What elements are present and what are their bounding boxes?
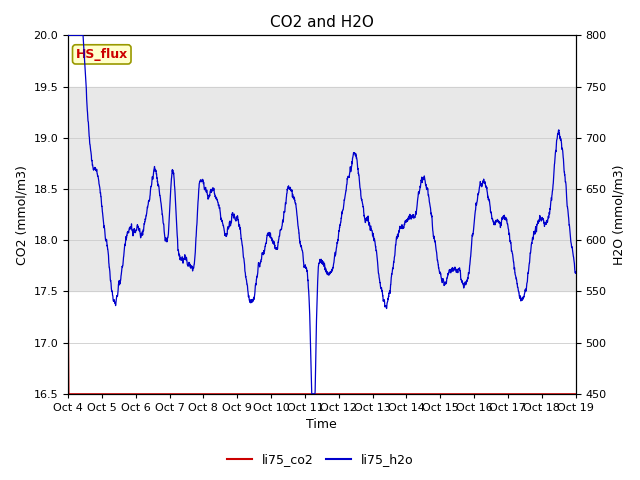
Legend: li75_co2, li75_h2o: li75_co2, li75_h2o	[221, 448, 419, 471]
Title: CO2 and H2O: CO2 and H2O	[270, 15, 374, 30]
X-axis label: Time: Time	[307, 419, 337, 432]
Text: HS_flux: HS_flux	[76, 48, 128, 61]
Y-axis label: H2O (mmol/m3): H2O (mmol/m3)	[612, 164, 625, 265]
Bar	[68, 86, 575, 291]
Y-axis label: CO2 (mmol/m3): CO2 (mmol/m3)	[15, 165, 28, 264]
